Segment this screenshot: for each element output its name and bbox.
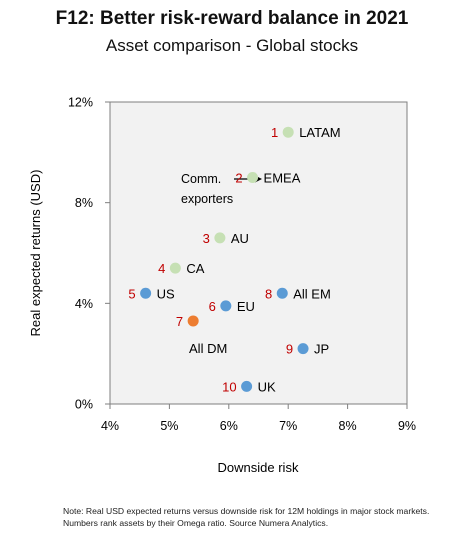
rank-label-emea: 2	[235, 171, 242, 186]
point-label-all-em: All EM	[293, 286, 331, 301]
point-label-eu: EU	[237, 299, 255, 314]
x-tick-label: 5%	[160, 419, 178, 433]
point-emea	[247, 172, 259, 183]
data-points: 1 LATAM 2 EMEA 3 AU 4 CA 5 US 6 EU 7 All DM 8 All EM 9 JP…	[128, 125, 340, 394]
rank-label-all-em: 8	[265, 286, 272, 301]
point-all-em	[276, 287, 288, 299]
point-latam	[282, 126, 294, 138]
point-all-dm	[187, 315, 199, 327]
x-axis-label: Downside risk	[218, 460, 299, 475]
y-tick-label: 0%	[75, 398, 93, 412]
x-tick-label: 7%	[279, 419, 297, 433]
point-label-all-dm: All DM	[189, 341, 227, 356]
point-eu	[220, 300, 232, 312]
point-ca	[169, 262, 181, 274]
rank-label-au: 3	[203, 231, 210, 246]
rank-label-ca: 4	[158, 261, 165, 276]
y-tick-label: 8%	[75, 196, 93, 210]
point-au	[214, 232, 226, 244]
point-uk	[241, 380, 253, 392]
chart-title: F12: Better risk-reward balance in 2021	[55, 8, 409, 29]
x-axis-ticks: 4% 5% 6% 7% 8% 9%	[101, 404, 416, 433]
rank-label-latam: 1	[271, 125, 278, 140]
point-label-jp: JP	[314, 342, 329, 357]
rank-label-us: 5	[128, 286, 135, 301]
rank-label-eu: 6	[209, 299, 216, 314]
x-tick-label: 8%	[339, 419, 357, 433]
point-label-emea: EMEA	[264, 171, 301, 186]
point-label-us: US	[157, 286, 175, 301]
rank-label-jp: 9	[286, 342, 293, 357]
point-label-uk: UK	[258, 379, 276, 394]
point-jp	[297, 343, 309, 355]
point-label-ca: CA	[186, 261, 204, 276]
point-label-latam: LATAM	[299, 125, 340, 140]
chart-subtitle: Asset comparison - Global stocks	[105, 36, 359, 55]
rank-label-uk: 10	[222, 379, 236, 394]
point-us	[140, 287, 152, 299]
chart-note: Note: Real USD expected returns versus d…	[63, 506, 430, 528]
rank-label-all-dm: 7	[176, 314, 183, 329]
y-tick-label: 4%	[75, 297, 93, 311]
y-axis-label: Real expected returns (USD)	[28, 170, 43, 337]
annotation-line2: exporters	[181, 192, 233, 206]
x-tick-label: 9%	[398, 419, 416, 433]
y-axis-ticks: 0% 4% 8% 12%	[68, 96, 110, 412]
y-tick-label: 12%	[68, 96, 93, 110]
x-tick-label: 4%	[101, 419, 119, 433]
x-tick-label: 6%	[220, 419, 238, 433]
plot-area	[109, 101, 408, 405]
annotation-line1: Comm.	[181, 172, 221, 186]
point-label-au: AU	[231, 231, 249, 246]
